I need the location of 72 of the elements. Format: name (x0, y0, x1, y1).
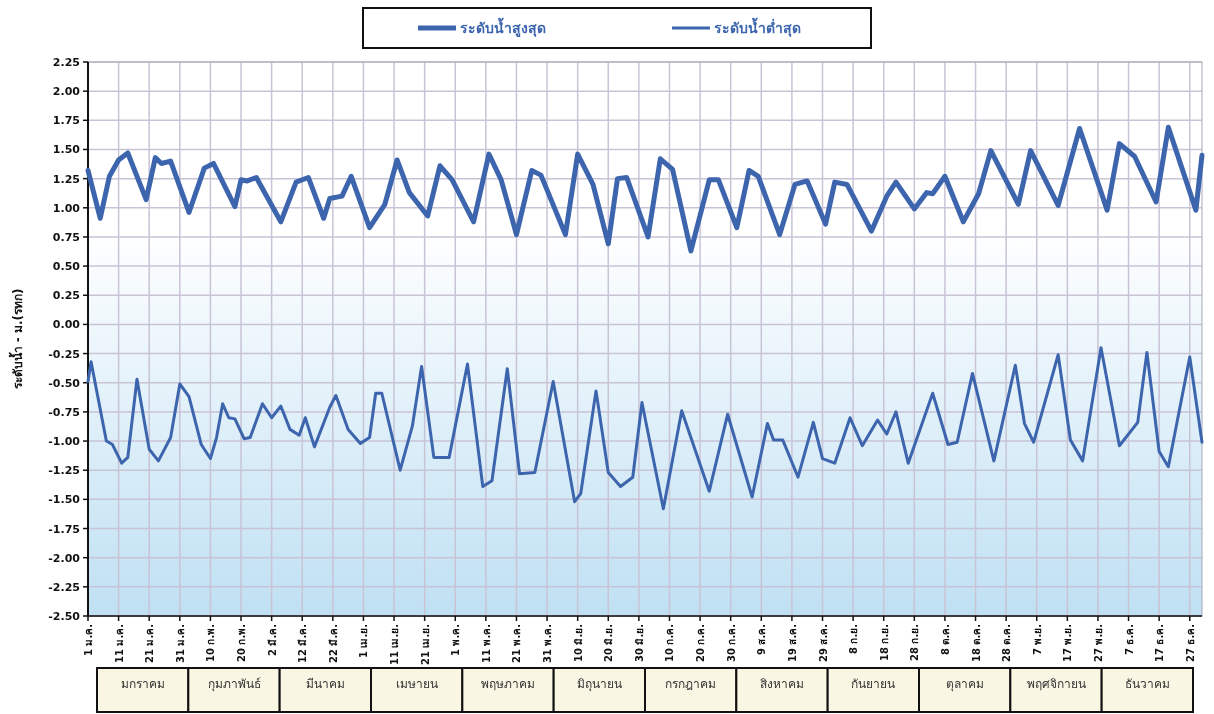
annotation: สิงหาคม (760, 677, 804, 691)
ytick: -0.75 (48, 405, 80, 419)
xtick: 11 ม.ค. (113, 624, 125, 663)
xtick: 27 พ.ย. (1092, 624, 1104, 662)
xtick: 21 เม.ย. (419, 624, 431, 665)
xtick: 31 ม.ค. (174, 624, 186, 663)
xtick: 20 ก.พ. (236, 624, 247, 662)
xtick: 30 ก.ค. (725, 624, 737, 662)
ytick: 0.75 (52, 230, 80, 244)
xtick: 10 ก.พ. (205, 624, 217, 662)
xtick: 20 มิ.ย. (603, 624, 615, 662)
xtick: 30 มิ.ย. (633, 624, 645, 662)
xtick: 10 ก.ค. (664, 624, 676, 662)
xtick: 12 มี.ค. (297, 624, 309, 663)
xtick: 8 ก.ย. (848, 624, 860, 655)
xtick: 7 พ.ย. (1031, 624, 1043, 656)
xtick: 31 พ.ค. (542, 624, 554, 663)
ytick: 1.00 (52, 201, 80, 215)
ytick: 0.00 (52, 318, 80, 332)
annotation: กรกฎาคม (665, 677, 717, 691)
xtick: 17 ธ.ค. (1154, 624, 1166, 662)
annotation: กันยายน (851, 677, 896, 691)
xtick: 2 มี.ค. (266, 624, 278, 657)
ytick: -2.00 (48, 551, 80, 565)
ytick: 1.25 (52, 172, 80, 186)
xtick: 21 ม.ค. (144, 624, 156, 663)
xtick: 21 พ.ค. (511, 624, 523, 663)
ytick: -2.50 (48, 610, 80, 623)
ytick: -0.50 (48, 376, 80, 390)
xtick: 18 ต.ค. (970, 624, 982, 662)
xtick: 17 พ.ย. (1062, 624, 1074, 662)
ytick: -0.25 (48, 347, 80, 361)
annotation: พฤศจิกายน (1026, 677, 1086, 691)
annotation: มิถุนายน (576, 677, 622, 691)
xtick: 1 เม.ย. (358, 624, 370, 659)
xtick: 19 ส.ค. (786, 624, 798, 662)
ytick: -2.25 (48, 580, 80, 594)
ytick: 2.00 (52, 85, 80, 99)
annotation: มีนาคม (305, 677, 345, 691)
ytick: 1.50 (52, 143, 80, 157)
xtick: 9 ส.ค. (756, 624, 768, 656)
ytick: -1.25 (48, 464, 80, 478)
xtick: 1 พ.ค. (450, 624, 462, 657)
xtick: 20 ก.ค. (695, 624, 707, 662)
xtick: 28 ก.ย. (909, 624, 921, 661)
annotation: เมษายน (395, 677, 438, 691)
xtick: 10 มิ.ย. (572, 624, 584, 662)
annotation: ตุลาคม (945, 677, 984, 691)
xtick: 1 ม.ค. (83, 624, 94, 657)
legend-label: ระดับน้ำต่ำสุด (714, 17, 801, 37)
annotation: พฤษภาคม (481, 677, 535, 691)
ytick: -1.50 (48, 493, 80, 507)
xtick: 7 ธ.ค. (1123, 624, 1135, 656)
xtick: 11 เม.ย. (389, 624, 401, 665)
ytick: 1.75 (52, 114, 80, 128)
ytick: 0.50 (52, 260, 80, 274)
ytick: -1.00 (48, 435, 80, 449)
xtick: 18 ก.ย. (878, 624, 890, 661)
ytick: 2.25 (52, 56, 80, 69)
legend-label: ระดับน้ำสูงสุด (460, 17, 546, 37)
xtick: 28 ต.ค. (1001, 624, 1013, 662)
ytick: 0.25 (52, 289, 80, 303)
xtick: 11 พ.ค. (480, 624, 492, 663)
xtick: 29 ส.ค. (817, 624, 829, 662)
annotation: ธันวาคม (1124, 677, 1170, 691)
xtick: 8 ต.ค. (939, 624, 951, 656)
annotation: กุมภาพันธ์ (207, 677, 261, 691)
ytick: -1.75 (48, 522, 80, 536)
xtick: 27 ธ.ค. (1184, 624, 1196, 662)
annotation: มกราคม (120, 677, 165, 691)
xtick: 22 มี.ค. (327, 624, 339, 663)
ylabel: ระดับน้ำ - ม.(รทก) (11, 288, 25, 390)
